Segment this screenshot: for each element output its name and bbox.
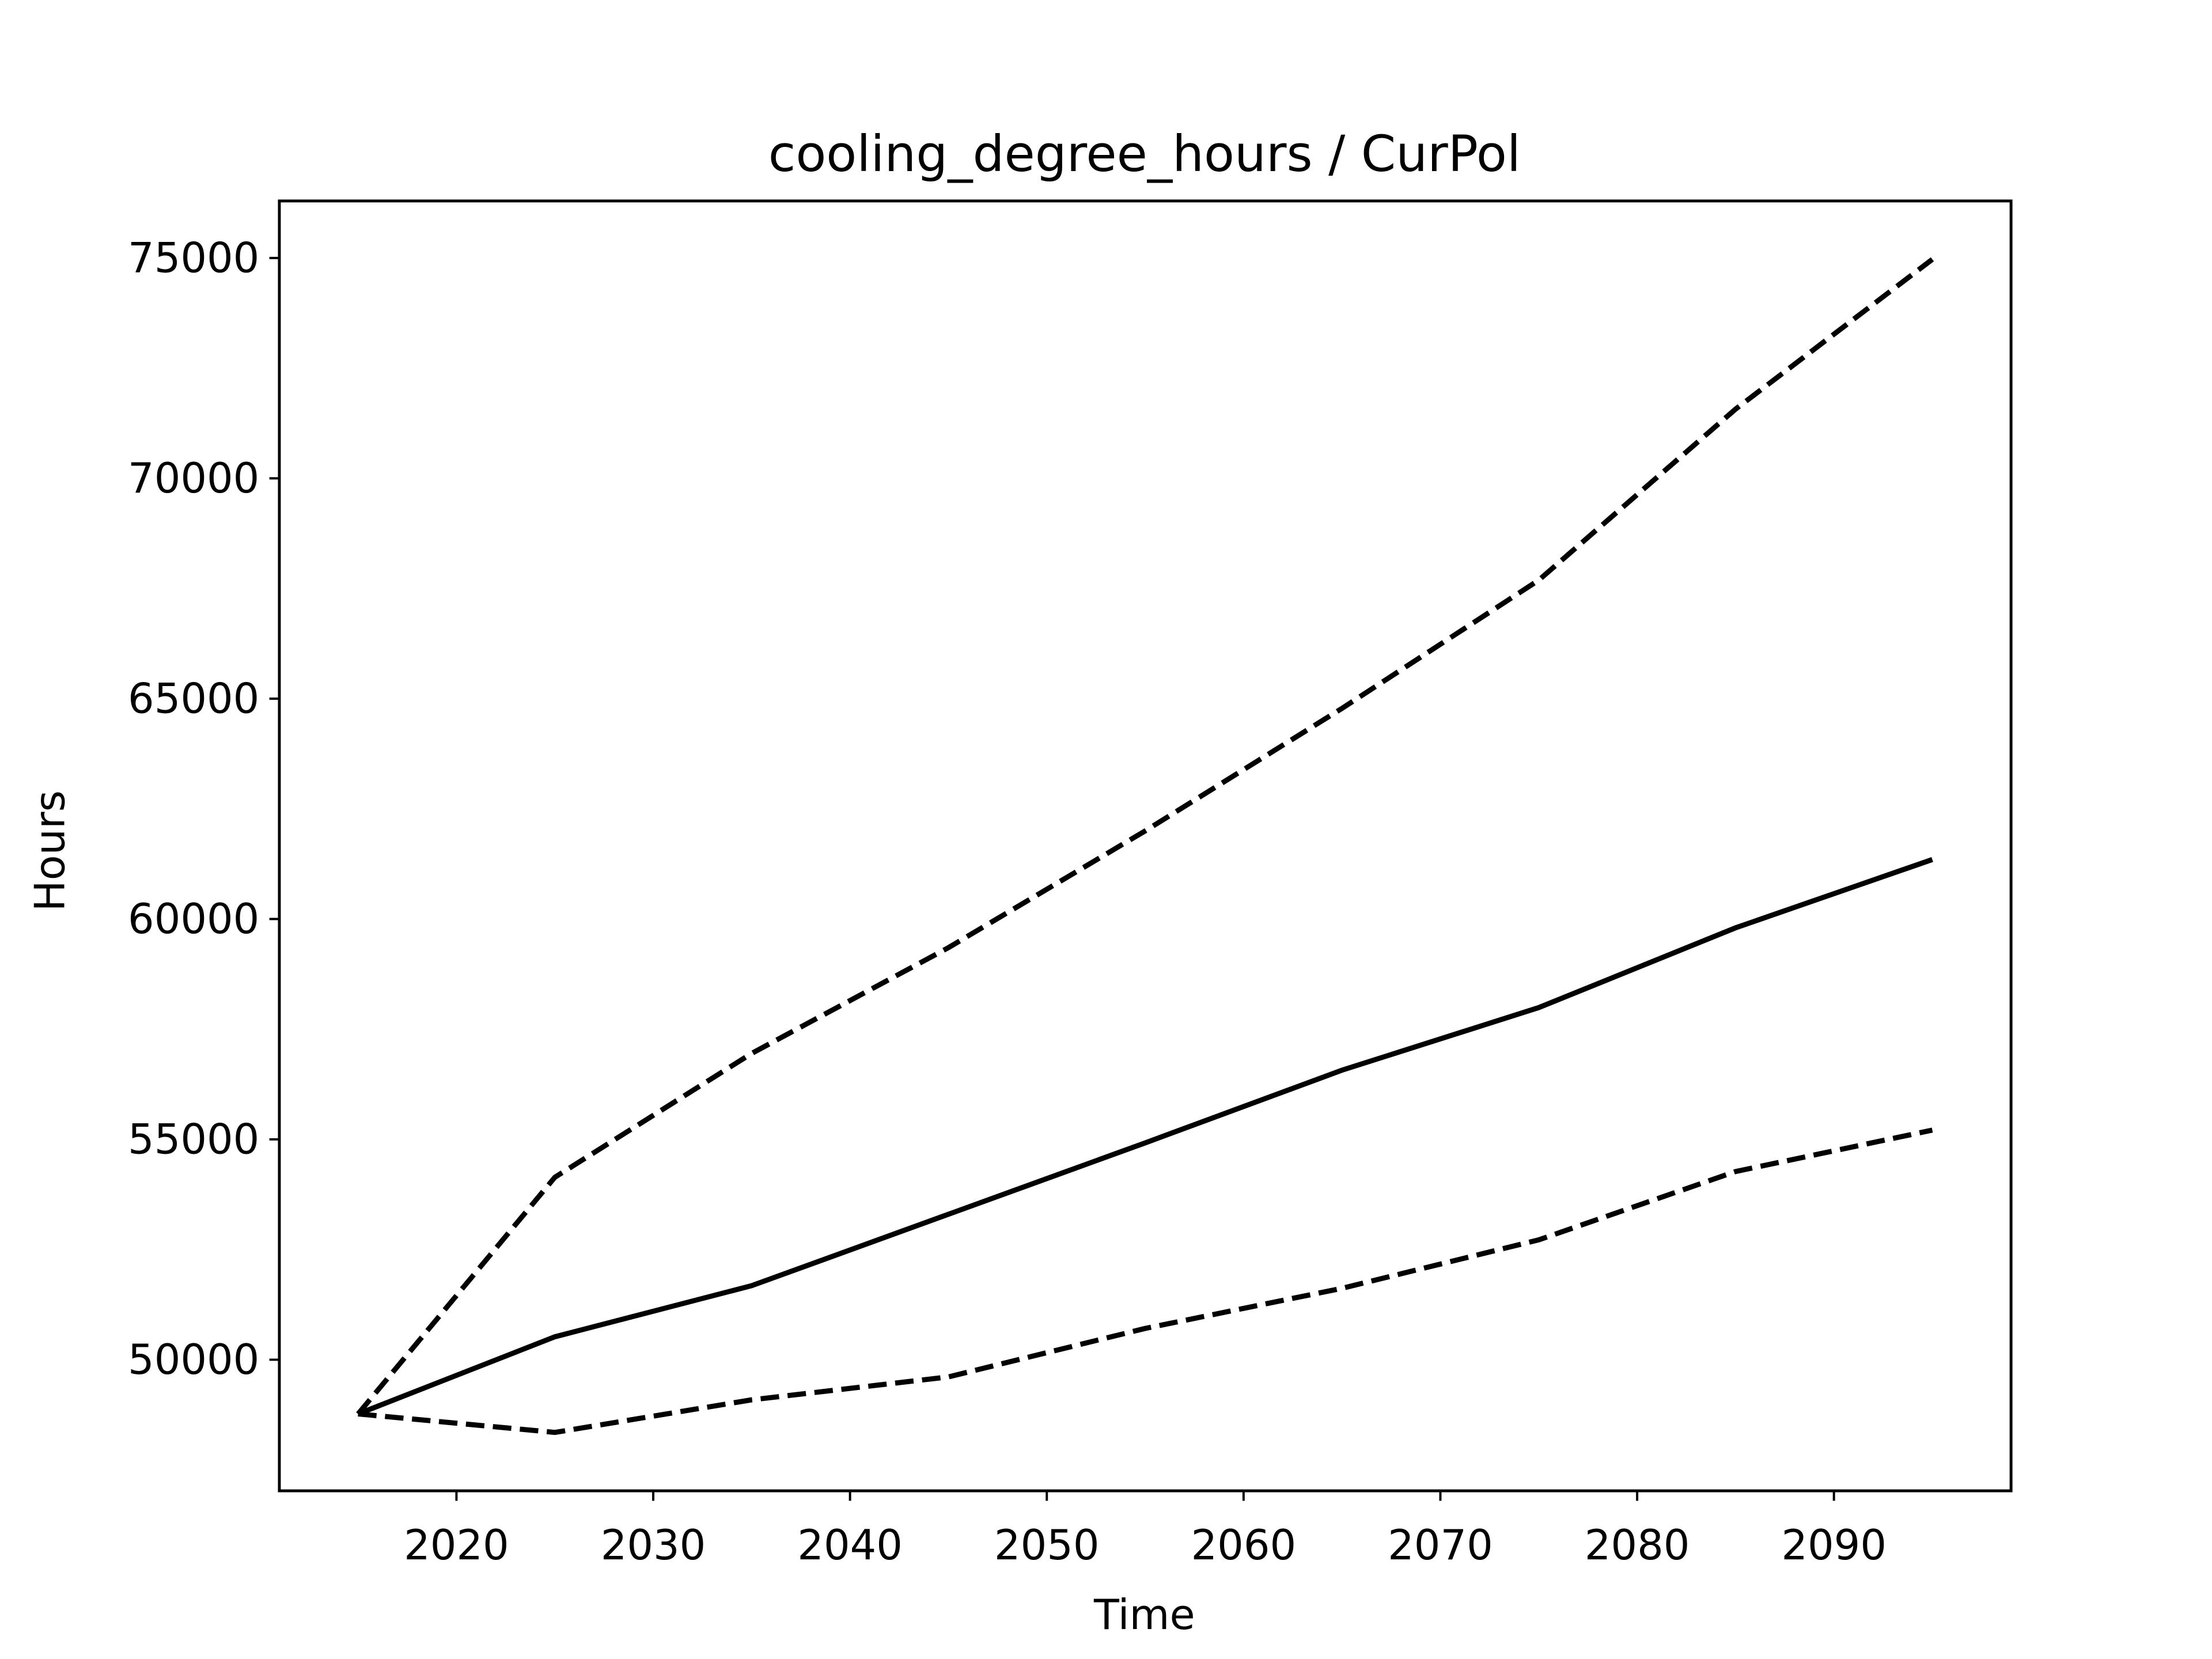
- y-axis-label: Hours: [25, 790, 74, 911]
- x-tick-label: 2090: [1781, 1521, 1887, 1569]
- y-tick-label: 50000: [128, 1335, 259, 1384]
- line-series: [356, 257, 1934, 1416]
- plot-frame: [278, 199, 2013, 1493]
- x-tick-label: 2080: [1585, 1521, 1690, 1569]
- x-tick-label: 2060: [1191, 1521, 1297, 1569]
- chart-title: cooling_degree_hours / CurPol: [768, 126, 1521, 183]
- x-tick-label: 2070: [1388, 1521, 1493, 1569]
- y-tick-label: 75000: [128, 234, 259, 282]
- x-tick-label: 2030: [601, 1521, 706, 1569]
- line-series: [357, 857, 1933, 1416]
- x-tick-label: 2040: [797, 1521, 903, 1569]
- x-axis-label: Time: [1093, 1590, 1195, 1639]
- y-tick-label: 70000: [128, 454, 259, 502]
- line-series: [358, 1127, 1933, 1435]
- x-tick-label: 2050: [994, 1521, 1100, 1569]
- y-tick-label: 60000: [128, 895, 259, 943]
- x-tick-label: 2020: [404, 1521, 509, 1569]
- y-tick-label: 65000: [128, 675, 259, 723]
- y-tick-label: 55000: [128, 1115, 259, 1164]
